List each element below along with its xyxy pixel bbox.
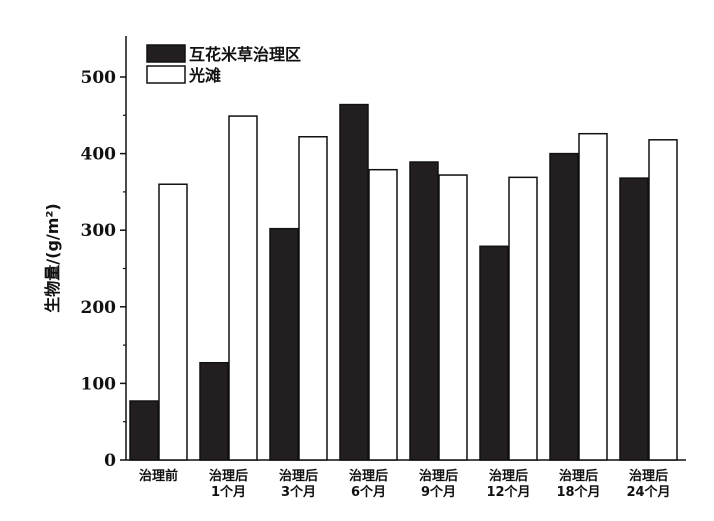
y-ticks: 0 100 200 300 400 500 [81, 68, 126, 471]
bar-mudflat [298, 135, 328, 461]
legend-swatch-1 [146, 65, 186, 84]
bar-mudflat [158, 183, 188, 461]
legend-label-0: 互花米草治理区 [189, 45, 301, 64]
x-category-label: 治理后 [559, 468, 598, 484]
bars [129, 103, 678, 461]
bar-treatment [409, 161, 439, 461]
x-category-label: 24个月 [626, 484, 670, 500]
x-category-label: 治理前 [139, 468, 178, 484]
x-category-label: 3个月 [281, 484, 316, 500]
legend-swatch-0 [146, 44, 186, 63]
y-axis-label: 生物量/(g/m²) [43, 203, 62, 312]
x-category-label: 12个月 [486, 484, 530, 500]
x-category-label: 治理后 [279, 468, 318, 484]
bar-mudflat [438, 174, 468, 461]
y-tick-label: 300 [81, 221, 117, 241]
x-category-label: 18个月 [556, 484, 600, 500]
legend: 互花米草治理区 光滩 [146, 44, 301, 85]
bar-treatment [199, 361, 229, 461]
x-category-label: 治理后 [629, 468, 668, 484]
y-tick-label: 200 [81, 298, 117, 318]
bar-treatment [619, 177, 649, 461]
x-category-labels: 治理前 治理后1个月治理后3个月治理后6个月治理后9个月治理后12个月治理后18个… [139, 468, 671, 500]
x-category-label: 治理后 [489, 468, 528, 484]
bar-treatment [129, 400, 159, 461]
bar-treatment [269, 227, 299, 461]
bar-treatment [339, 103, 369, 461]
x-category-label: 6个月 [351, 484, 386, 500]
y-tick-label: 500 [81, 68, 117, 88]
x-category-label: 1个月 [211, 484, 246, 500]
bar-treatment [479, 245, 509, 461]
y-tick-label: 400 [81, 145, 117, 165]
x-category-label: 治理后 [209, 468, 248, 484]
y-tick-label: 0 [104, 451, 116, 471]
x-category-label: 治理后 [349, 468, 388, 484]
y-tick-label: 100 [81, 374, 117, 394]
bar-mudflat [508, 176, 538, 461]
bar-mudflat [648, 139, 678, 461]
legend-label-1: 光滩 [188, 66, 221, 85]
bar-mudflat [578, 132, 608, 461]
bar-mudflat [368, 168, 398, 461]
x-category-label: 治理后 [419, 468, 458, 484]
bar-mudflat [228, 115, 258, 461]
x-category-label: 9个月 [421, 484, 456, 500]
bar-treatment [549, 152, 579, 461]
